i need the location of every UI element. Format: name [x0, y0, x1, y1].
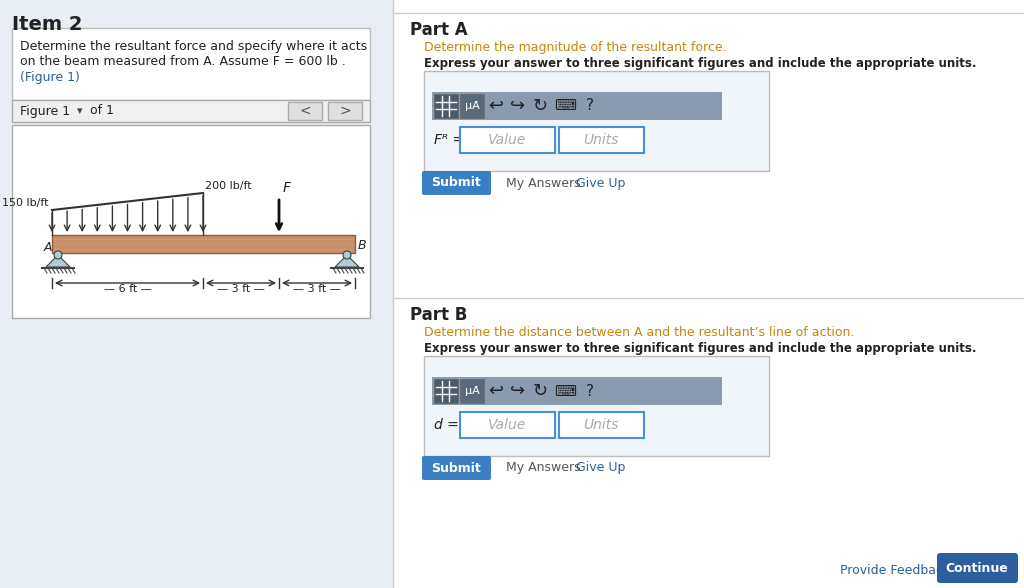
FancyBboxPatch shape — [432, 92, 722, 120]
Text: 150 lb/ft: 150 lb/ft — [2, 198, 49, 208]
Text: d =: d = — [434, 418, 459, 432]
Text: My Answers: My Answers — [506, 462, 581, 475]
Text: ↩: ↩ — [488, 97, 504, 115]
Polygon shape — [46, 255, 70, 267]
Text: — 3 ft —: — 3 ft — — [217, 284, 265, 294]
Text: Express your answer to three significant figures and include the appropriate uni: Express your answer to three significant… — [424, 342, 977, 355]
FancyBboxPatch shape — [422, 456, 490, 480]
Text: Units: Units — [584, 133, 618, 147]
FancyBboxPatch shape — [559, 412, 644, 438]
Text: Provide Feedback: Provide Feedback — [840, 563, 950, 576]
FancyBboxPatch shape — [422, 171, 490, 195]
FancyBboxPatch shape — [12, 125, 370, 318]
Text: ⌨: ⌨ — [554, 99, 575, 113]
FancyBboxPatch shape — [460, 94, 484, 118]
Text: Part B: Part B — [410, 306, 467, 324]
Text: ↻: ↻ — [532, 97, 548, 115]
FancyBboxPatch shape — [937, 553, 1018, 583]
Text: >: > — [339, 104, 351, 118]
Text: ↪: ↪ — [510, 382, 525, 400]
Text: Give Up: Give Up — [575, 462, 626, 475]
FancyBboxPatch shape — [460, 379, 484, 403]
Text: ↻: ↻ — [532, 382, 548, 400]
Text: Figure 1: Figure 1 — [20, 105, 70, 118]
Text: ⌨: ⌨ — [554, 383, 575, 399]
Text: B: B — [358, 239, 367, 252]
Text: Determine the resultant force and specify where it acts: Determine the resultant force and specif… — [20, 40, 368, 53]
FancyBboxPatch shape — [424, 71, 769, 171]
Text: Express your answer to three significant figures and include the appropriate uni: Express your answer to three significant… — [424, 57, 977, 70]
Text: <: < — [299, 104, 311, 118]
Text: μȦ: μȦ — [465, 101, 479, 111]
FancyBboxPatch shape — [424, 356, 769, 456]
Text: — 6 ft —: — 6 ft — — [103, 284, 152, 294]
FancyBboxPatch shape — [460, 412, 555, 438]
Text: A: A — [44, 241, 52, 254]
Text: (Figure 1): (Figure 1) — [20, 71, 80, 84]
FancyBboxPatch shape — [328, 102, 362, 120]
Text: ?: ? — [586, 99, 594, 113]
Circle shape — [54, 251, 62, 259]
FancyBboxPatch shape — [52, 235, 355, 253]
FancyBboxPatch shape — [460, 127, 555, 153]
Text: Value: Value — [487, 418, 526, 432]
FancyBboxPatch shape — [434, 379, 458, 403]
Text: Continue: Continue — [945, 562, 1009, 574]
Text: 200 lb/ft: 200 lb/ft — [205, 181, 252, 191]
Text: ▾: ▾ — [77, 106, 83, 116]
Text: μȦ: μȦ — [465, 386, 479, 396]
Text: Value: Value — [487, 133, 526, 147]
Text: Give Up: Give Up — [575, 176, 626, 189]
FancyBboxPatch shape — [434, 94, 458, 118]
FancyBboxPatch shape — [288, 102, 322, 120]
Text: Item 2: Item 2 — [12, 15, 83, 34]
Text: Units: Units — [584, 418, 618, 432]
FancyBboxPatch shape — [432, 377, 722, 405]
Circle shape — [343, 251, 351, 259]
Text: of 1: of 1 — [90, 105, 114, 118]
Text: — 3 ft —: — 3 ft — — [293, 284, 341, 294]
Text: Determine the magnitude of the resultant force.: Determine the magnitude of the resultant… — [424, 41, 727, 54]
Text: Determine the distance between A and the resultant’s line of action.: Determine the distance between A and the… — [424, 326, 854, 339]
Text: ?: ? — [586, 383, 594, 399]
Text: ↪: ↪ — [510, 97, 525, 115]
FancyBboxPatch shape — [0, 0, 390, 588]
FancyBboxPatch shape — [12, 100, 370, 122]
FancyBboxPatch shape — [559, 127, 644, 153]
Text: My Answers: My Answers — [506, 176, 581, 189]
Text: Submit: Submit — [431, 176, 481, 189]
Text: Fᴿ =: Fᴿ = — [434, 133, 464, 147]
Polygon shape — [335, 255, 359, 267]
Text: Part A: Part A — [410, 21, 468, 39]
Text: on the beam measured from A. Assume F = 600 lb .: on the beam measured from A. Assume F = … — [20, 55, 346, 68]
FancyBboxPatch shape — [393, 0, 1024, 588]
FancyBboxPatch shape — [12, 28, 370, 100]
Text: ↩: ↩ — [488, 382, 504, 400]
Text: F: F — [283, 181, 291, 195]
Text: Submit: Submit — [431, 462, 481, 475]
